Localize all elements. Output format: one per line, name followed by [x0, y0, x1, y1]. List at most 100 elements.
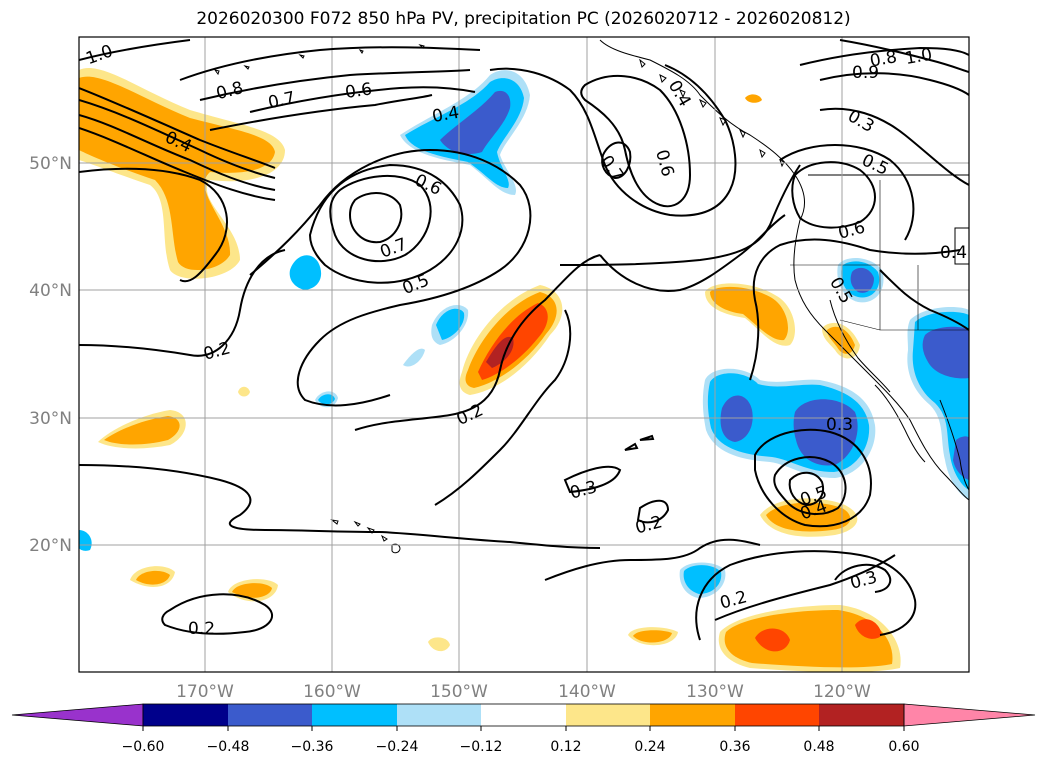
- lon-label: 150°W: [430, 682, 488, 702]
- map-frame: [78, 36, 970, 673]
- pv-contour: [249, 148, 532, 407]
- colorbar-frame: [142, 703, 905, 727]
- coastline-islands: [639, 58, 785, 168]
- precip-positive-area: [755, 628, 790, 652]
- lat-label: 40°N: [29, 281, 72, 301]
- colorbar-segment: [735, 704, 819, 726]
- pv-contour: [819, 72, 969, 96]
- pv-contour: [754, 428, 872, 528]
- pv-contour: [559, 164, 801, 266]
- colorbar-tick-label: 0.24: [634, 739, 665, 755]
- coast-california: [829, 299, 891, 393]
- lon-label: 130°W: [686, 682, 744, 702]
- coastline-north-america: [599, 39, 969, 501]
- precip-positive-area: [232, 583, 272, 598]
- contour-label: 0.8: [868, 47, 898, 71]
- lon-label: 170°W: [176, 682, 234, 702]
- coastline-baja: [874, 384, 926, 463]
- lat-labels: 20°N 30°N 40°N 50°N: [29, 154, 72, 556]
- pv-contour: [348, 192, 403, 244]
- colorbar-segment: [228, 704, 312, 726]
- contour-label: 0.9: [852, 63, 879, 83]
- pv-contour: [179, 46, 481, 81]
- colorbar-tick-label: −0.24: [376, 739, 419, 755]
- map-title: 2026020300 F072 850 hPa PV, precipitatio…: [196, 9, 851, 29]
- pv-contour: [749, 238, 961, 381]
- precip-positive-area: [766, 502, 851, 532]
- pv-contour: [161, 593, 273, 635]
- precip-positive-area: [136, 570, 170, 585]
- pv-contour: [79, 99, 276, 179]
- pv-contour: [79, 114, 276, 191]
- pv-contour: [599, 214, 786, 292]
- precip-negative-area: [440, 90, 511, 155]
- colorbar-segment: [312, 704, 397, 726]
- precip-negative-area: [922, 326, 969, 379]
- colorbar-tick-label: 0.60: [888, 739, 919, 755]
- state-box: [954, 227, 969, 265]
- pv-contour: [434, 309, 572, 506]
- precip-positive-area: [104, 416, 180, 445]
- precip-positive-area: [855, 619, 882, 639]
- precip-positive-area: [745, 94, 762, 103]
- pv-contour: [79, 464, 601, 549]
- coastline-aleutians: [213, 44, 425, 76]
- precip-negative-area: [289, 255, 322, 290]
- contour-label: 0.3: [826, 415, 853, 435]
- pv-contour: [779, 144, 915, 241]
- pv-contour: [79, 87, 276, 169]
- pv-contour: [624, 434, 655, 451]
- precip-negative-area: [683, 565, 722, 594]
- pv-contour: [714, 554, 896, 621]
- pv-contour: [563, 465, 622, 494]
- pv-contour: [601, 141, 632, 180]
- colorbar-ticks: [142, 726, 905, 731]
- pv-contour: [329, 174, 432, 263]
- lat-label: 20°N: [29, 536, 72, 556]
- precip-negative-area: [318, 394, 335, 405]
- pv-contour: [79, 167, 228, 283]
- lon-labels: 170°W 160°W 150°W 140°W 130°W 120°W: [176, 682, 871, 702]
- precip-negative-area: [79, 530, 92, 551]
- colorbar-segment: [650, 704, 735, 726]
- precip-positive-area: [633, 630, 672, 643]
- contour-labels: 1.0 0.8 0.7 0.6 0.4 0.4 0.6 0.7 0.5 0.2 …: [83, 41, 967, 639]
- colorbar-tick-label: −0.60: [122, 739, 165, 755]
- precip-positive-area: [428, 637, 450, 652]
- pv-contour: [79, 127, 276, 201]
- colorbar-segment: [397, 704, 481, 726]
- pv-contour: [773, 456, 847, 515]
- lon-label: 160°W: [303, 682, 361, 702]
- pv-contour: [308, 163, 464, 284]
- contour-label: 0.6: [344, 79, 374, 103]
- contour-label: 0.4: [940, 243, 967, 263]
- pv-contour: [580, 74, 692, 208]
- pv-contour: [489, 64, 737, 217]
- lat-label: 30°N: [29, 409, 72, 429]
- colorbar-extend-high: [903, 703, 1036, 727]
- colorbar: −0.60 −0.48 −0.36 −0.24 −0.12 0.12 0.24 …: [11, 703, 1036, 755]
- contour-label: 1.0: [904, 45, 934, 69]
- pv-contour: [209, 94, 433, 131]
- colorbar-tick-label: 0.36: [719, 739, 750, 755]
- pv-contour: [249, 86, 476, 113]
- colorbar-tick-label: −0.36: [291, 739, 334, 755]
- contour-label: 0.4: [431, 103, 461, 127]
- lon-label: 120°W: [813, 682, 871, 702]
- colorbar-segment: [143, 704, 228, 726]
- pv-contour: [819, 107, 969, 186]
- pv-contour: [791, 161, 876, 229]
- precip-positive-area: [710, 286, 788, 341]
- precip-positive-area: [238, 386, 250, 397]
- colorbar-extend-low: [11, 703, 144, 727]
- pv-contour: [79, 249, 286, 357]
- lon-label: 140°W: [558, 682, 616, 702]
- pv-contour: [79, 39, 191, 61]
- colorbar-tick-label: −0.12: [460, 739, 503, 755]
- pv-contour: [199, 69, 471, 101]
- contour-label: 0.2: [188, 619, 215, 639]
- pv-contour: [799, 46, 969, 66]
- colorbar-tick-label: −0.48: [207, 739, 250, 755]
- colorbar-segment: [481, 704, 566, 726]
